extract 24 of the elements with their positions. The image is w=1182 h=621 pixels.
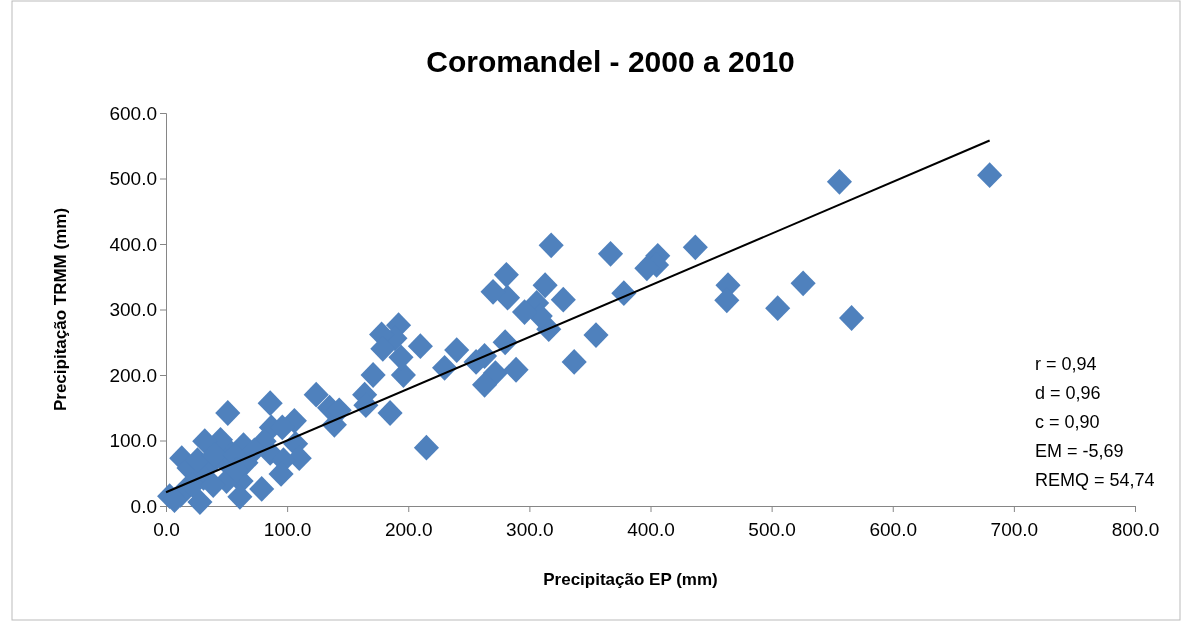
y-tick-label: 600.0 (109, 102, 157, 124)
annotation: EM = -5,69 (1035, 441, 1124, 461)
x-tick-label: 0.0 (153, 518, 180, 540)
y-axis-title: Precipitação TRMM (mm) (51, 207, 70, 412)
annotation: c = 0,90 (1035, 412, 1100, 432)
x-tick-label: 200.0 (384, 518, 433, 540)
x-tick-label: 800.0 (1111, 518, 1160, 540)
x-axis-title: Precipitação EP (mm) (543, 570, 718, 589)
annotation: d = 0,96 (1035, 383, 1101, 403)
x-tick-label: 700.0 (990, 518, 1039, 540)
y-tick-label: 500.0 (109, 168, 157, 190)
x-tick-label: 100.0 (263, 518, 312, 540)
annotation: REMQ = 54,74 (1035, 470, 1155, 490)
annotation: r = 0,94 (1035, 354, 1097, 374)
x-tick-label: 400.0 (627, 518, 675, 540)
y-tick-label: 300.0 (109, 299, 157, 321)
y-tick-label: 0.0 (130, 495, 157, 517)
x-tick-label: 600.0 (869, 518, 918, 540)
chart-title: Coromandel - 2000 a 2010 (426, 45, 795, 78)
x-tick-label: 300.0 (506, 518, 554, 540)
y-tick-label: 100.0 (109, 430, 157, 452)
x-tick-label: 500.0 (748, 518, 796, 540)
y-tick-label: 400.0 (109, 233, 157, 255)
y-tick-label: 200.0 (109, 364, 157, 386)
